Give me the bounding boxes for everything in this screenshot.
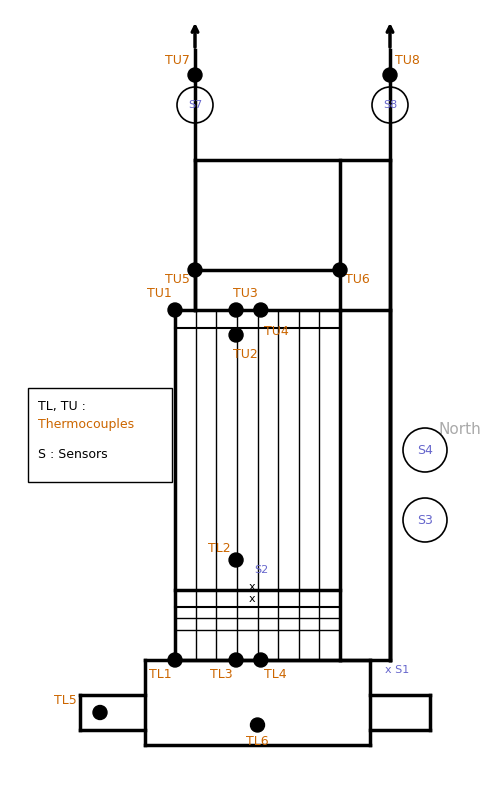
Text: S : Sensors: S : Sensors — [38, 448, 108, 461]
Circle shape — [254, 653, 268, 667]
Circle shape — [168, 653, 182, 667]
Text: TU3: TU3 — [233, 287, 258, 300]
Text: S8: S8 — [383, 100, 397, 110]
Circle shape — [254, 303, 268, 317]
Text: TL3: TL3 — [210, 668, 233, 681]
Circle shape — [229, 303, 243, 317]
Text: TU7: TU7 — [165, 54, 190, 67]
Circle shape — [229, 553, 243, 567]
Text: S2: S2 — [254, 565, 268, 575]
Text: TL5: TL5 — [54, 695, 77, 707]
Text: x: x — [249, 594, 256, 604]
Text: TL6: TL6 — [246, 735, 269, 748]
Text: North: North — [438, 422, 482, 437]
Text: TL4: TL4 — [264, 668, 286, 681]
Text: TU2: TU2 — [233, 348, 258, 361]
Text: TU5: TU5 — [165, 273, 190, 286]
Text: S7: S7 — [188, 100, 202, 110]
Text: S4: S4 — [417, 444, 433, 456]
Circle shape — [188, 68, 202, 82]
Circle shape — [229, 328, 243, 342]
Circle shape — [250, 718, 264, 732]
Text: TU6: TU6 — [345, 273, 370, 286]
Text: TL, TU :: TL, TU : — [38, 400, 86, 413]
Circle shape — [229, 653, 243, 667]
Circle shape — [93, 706, 107, 719]
Text: TU4: TU4 — [264, 325, 288, 338]
Text: South: South — [33, 422, 77, 437]
Text: TL1: TL1 — [150, 668, 172, 681]
Text: x: x — [249, 582, 256, 592]
Circle shape — [168, 303, 182, 317]
Text: TU8: TU8 — [395, 54, 420, 67]
Text: S3: S3 — [417, 513, 433, 527]
Circle shape — [333, 263, 347, 277]
Text: Thermocouples: Thermocouples — [38, 418, 134, 431]
Text: TU1: TU1 — [147, 287, 172, 300]
Circle shape — [383, 68, 397, 82]
Text: x S1: x S1 — [385, 665, 409, 675]
Text: TL2: TL2 — [208, 542, 231, 555]
Circle shape — [188, 263, 202, 277]
FancyBboxPatch shape — [28, 388, 172, 482]
